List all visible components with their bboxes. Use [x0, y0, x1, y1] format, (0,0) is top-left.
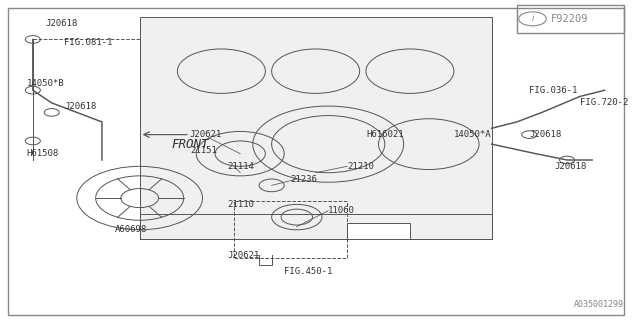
Text: J20621: J20621	[228, 251, 260, 260]
Text: J20618: J20618	[64, 101, 97, 111]
Bar	[516, 4, 623, 33]
Text: 21151: 21151	[190, 146, 217, 155]
Text: FIG.081-1: FIG.081-1	[64, 38, 113, 47]
Text: FIG.450-1: FIG.450-1	[284, 267, 333, 276]
Text: H61508: H61508	[26, 149, 59, 158]
Text: FIG.036-1: FIG.036-1	[529, 86, 578, 95]
Text: i: i	[531, 14, 534, 23]
Text: FRONT: FRONT	[171, 138, 209, 151]
Text: 21236: 21236	[291, 174, 317, 184]
Text: 11060: 11060	[328, 206, 355, 215]
PathPatch shape	[140, 17, 492, 239]
Text: 21114: 21114	[228, 162, 255, 171]
Text: 21110: 21110	[228, 200, 255, 209]
Bar	[234, 201, 347, 258]
Text: J20618: J20618	[45, 19, 77, 28]
Text: A035001299: A035001299	[573, 300, 623, 309]
Text: J20621: J20621	[190, 130, 222, 139]
Text: J20618: J20618	[529, 130, 562, 139]
Text: F92209: F92209	[551, 14, 589, 24]
Text: 14050*B: 14050*B	[26, 79, 64, 88]
Text: 21210: 21210	[347, 162, 374, 171]
Bar	[140, 214, 492, 239]
Text: FIG.720-2: FIG.720-2	[580, 99, 628, 108]
Text: 14050*A: 14050*A	[454, 130, 492, 139]
Text: H616021: H616021	[366, 130, 404, 139]
Text: A60698: A60698	[115, 225, 147, 234]
Text: J20618: J20618	[554, 162, 587, 171]
